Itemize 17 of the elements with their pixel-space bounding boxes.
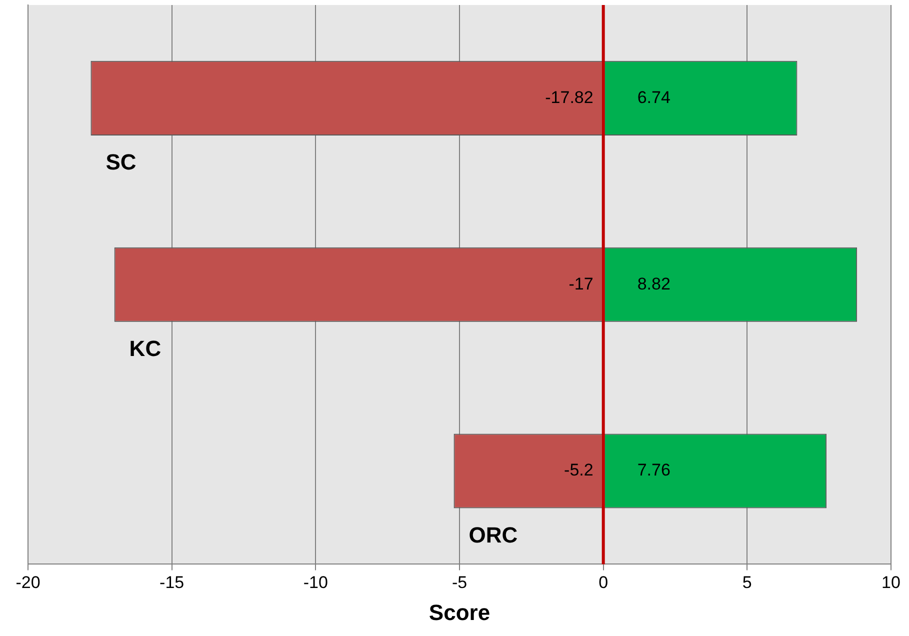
data-label: -17.82 [545, 88, 594, 107]
data-label: 8.82 [637, 274, 670, 294]
y-tick-label: SC [106, 150, 136, 175]
x-axis-title: Score [428, 600, 490, 625]
x-tick-label: 10 [882, 573, 900, 592]
data-label: -5.2 [564, 460, 594, 480]
x-tick-label: -20 [16, 573, 40, 592]
x-tick-label: -15 [160, 573, 184, 592]
x-tick-label: -10 [303, 573, 328, 592]
y-tick-label: ORC [468, 522, 518, 548]
data-label: -17 [568, 274, 594, 294]
x-tick-label: -5 [452, 573, 468, 592]
data-label: 7.76 [637, 460, 670, 480]
x-tick-label: 0 [598, 573, 608, 592]
data-label: 6.74 [637, 88, 670, 107]
y-tick-label: KC [129, 336, 162, 361]
x-tick-label: 5 [742, 573, 752, 592]
